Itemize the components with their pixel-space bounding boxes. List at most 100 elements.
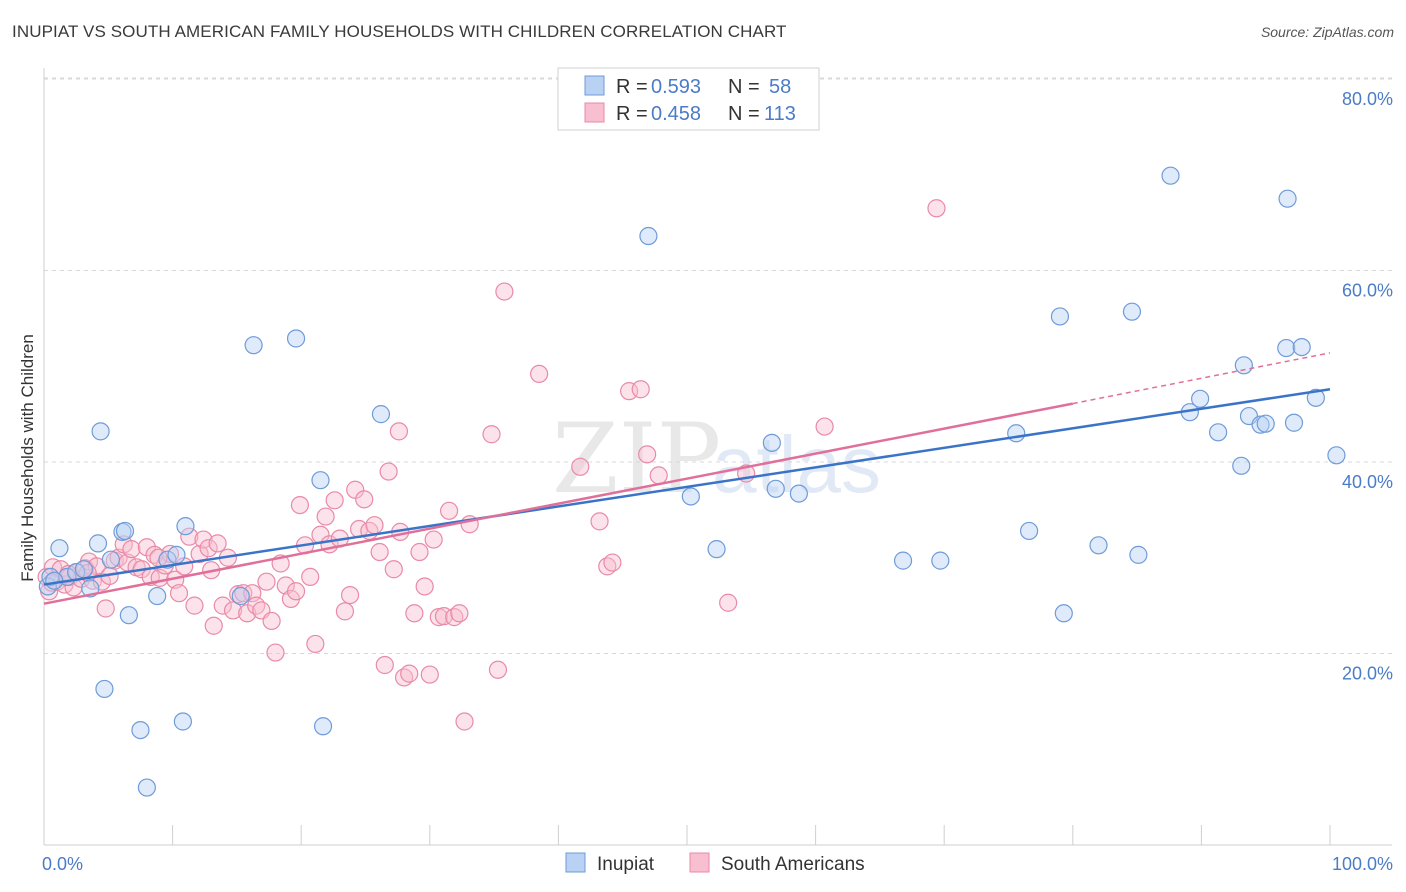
inupiat-point xyxy=(101,550,120,569)
south-americans-point xyxy=(365,516,384,535)
inupiat-point xyxy=(707,540,726,559)
inupiat-point xyxy=(371,405,391,424)
south-americans-point xyxy=(194,530,213,549)
inupiat-point xyxy=(639,226,658,246)
inupiat-point xyxy=(131,720,150,740)
inupiat-point xyxy=(50,539,69,558)
south-americans-point xyxy=(488,660,508,679)
y-tick-label: 60.0% xyxy=(1342,281,1393,301)
south-americans-point xyxy=(375,655,394,675)
source-label: Source: ZipAtlas.com xyxy=(1260,24,1394,40)
watermark: ZIP atlas xyxy=(552,403,881,515)
inupiat-point xyxy=(1284,413,1304,432)
watermark-zip: ZIP xyxy=(552,403,721,515)
watermark-atlas: atlas xyxy=(712,420,881,509)
south-americans-point xyxy=(325,491,344,510)
south-americans-point xyxy=(571,457,590,476)
inupiat-point xyxy=(286,329,306,348)
inupiat-point xyxy=(1232,456,1251,475)
south-americans-point xyxy=(429,608,448,627)
south-americans-trend-line xyxy=(43,402,1074,605)
legend-n-value-2: 113 xyxy=(764,103,796,125)
south-americans-point xyxy=(495,282,514,301)
legend-r-value-2: 0.458 xyxy=(651,103,701,125)
inupiat-point xyxy=(74,560,93,579)
y-tick-label: 80.0% xyxy=(1342,89,1393,109)
tick-labels: 20.0% 40.0% 60.0% 80.0% 0.0% 100.0% xyxy=(42,89,1393,874)
bottom-legend-swatch-south-americans xyxy=(689,852,710,873)
inupiat-point xyxy=(1327,446,1346,465)
south-americans-point xyxy=(137,538,156,557)
south-americans-point xyxy=(276,576,295,595)
legend-r-value-1: 0.593 xyxy=(651,76,701,98)
inupiat-point xyxy=(311,471,330,490)
bottom-legend-south-americans: South Americans xyxy=(721,854,865,875)
legend-swatch-inupiat xyxy=(584,75,605,96)
south-americans-point xyxy=(229,585,248,604)
south-americans-point xyxy=(379,462,398,481)
legend-n-label-1: N = xyxy=(728,76,760,98)
south-americans-point xyxy=(631,380,650,399)
legend-r-label-1: R = xyxy=(616,76,648,98)
inupiat-point xyxy=(789,484,808,503)
south-americans-point xyxy=(190,544,209,564)
south-americans-point xyxy=(262,611,281,631)
south-americans-point xyxy=(316,507,335,526)
legend-n-value-1: 58 xyxy=(769,76,791,98)
south-americans-point xyxy=(290,495,310,515)
bottom-legend-swatch-inupiat xyxy=(565,852,586,873)
inupiat-point xyxy=(1251,415,1270,434)
south-americans-point xyxy=(482,425,501,444)
south-americans-point xyxy=(384,560,403,579)
legend-swatch-south-americans xyxy=(584,102,605,123)
south-americans-point xyxy=(410,542,429,562)
south-americans-point xyxy=(266,643,285,662)
inupiat-point xyxy=(762,433,781,452)
inupiat-point xyxy=(148,586,167,606)
inupiat-point xyxy=(1122,302,1142,321)
inupiat-point xyxy=(1234,356,1253,375)
inupiat-point xyxy=(1050,307,1070,326)
inupiat-point xyxy=(1277,338,1296,358)
south-americans-point xyxy=(415,577,434,596)
inupiat-point xyxy=(1306,388,1325,407)
south-americans-point xyxy=(420,665,439,684)
inupiat-point xyxy=(1019,521,1039,541)
legend: R = 0.593 N = 58 R = 0.458 N = 113 xyxy=(557,67,820,131)
axes xyxy=(43,68,1392,846)
bottom-legend: Inupiat South Americans xyxy=(565,852,865,875)
y-tick-label: 40.0% xyxy=(1342,472,1393,492)
south-americans-point xyxy=(530,364,549,384)
inupiat-trend-line xyxy=(43,387,1331,586)
inupiat-point xyxy=(137,778,156,797)
south-americans-point xyxy=(455,712,474,731)
inupiat-point xyxy=(1191,389,1210,408)
inupiat-point xyxy=(1054,604,1073,623)
south-americans-point xyxy=(649,466,668,485)
inupiat-point xyxy=(119,606,138,625)
inupiat-point xyxy=(1278,189,1297,208)
south-americans-point xyxy=(620,382,639,401)
x-tick-label-min: 0.0% xyxy=(42,854,83,874)
south-americans-point xyxy=(199,539,218,558)
inupiat-point xyxy=(231,586,250,606)
south-americans-point xyxy=(389,422,409,441)
inupiat-point xyxy=(167,545,186,564)
inupiat-point xyxy=(45,571,64,590)
inupiat-point xyxy=(1129,545,1148,564)
south-americans-point xyxy=(223,601,243,620)
south-americans-point xyxy=(590,512,609,531)
south-americans-point xyxy=(927,199,946,218)
south-americans-point xyxy=(424,530,443,549)
south-americans-point xyxy=(185,596,204,615)
inupiat-point xyxy=(1209,423,1228,442)
chart-title: INUPIAT VS SOUTH AMERICAN FAMILY HOUSEHO… xyxy=(12,22,787,41)
inupiat-point xyxy=(681,487,700,506)
south-americans-point xyxy=(335,602,355,621)
legend-n-label-2: N = xyxy=(728,103,760,125)
inupiat-point xyxy=(173,712,192,731)
south-americans-point xyxy=(439,501,459,520)
y-axis-label: Family Households with Children xyxy=(18,334,37,582)
south-americans-point xyxy=(355,490,374,509)
